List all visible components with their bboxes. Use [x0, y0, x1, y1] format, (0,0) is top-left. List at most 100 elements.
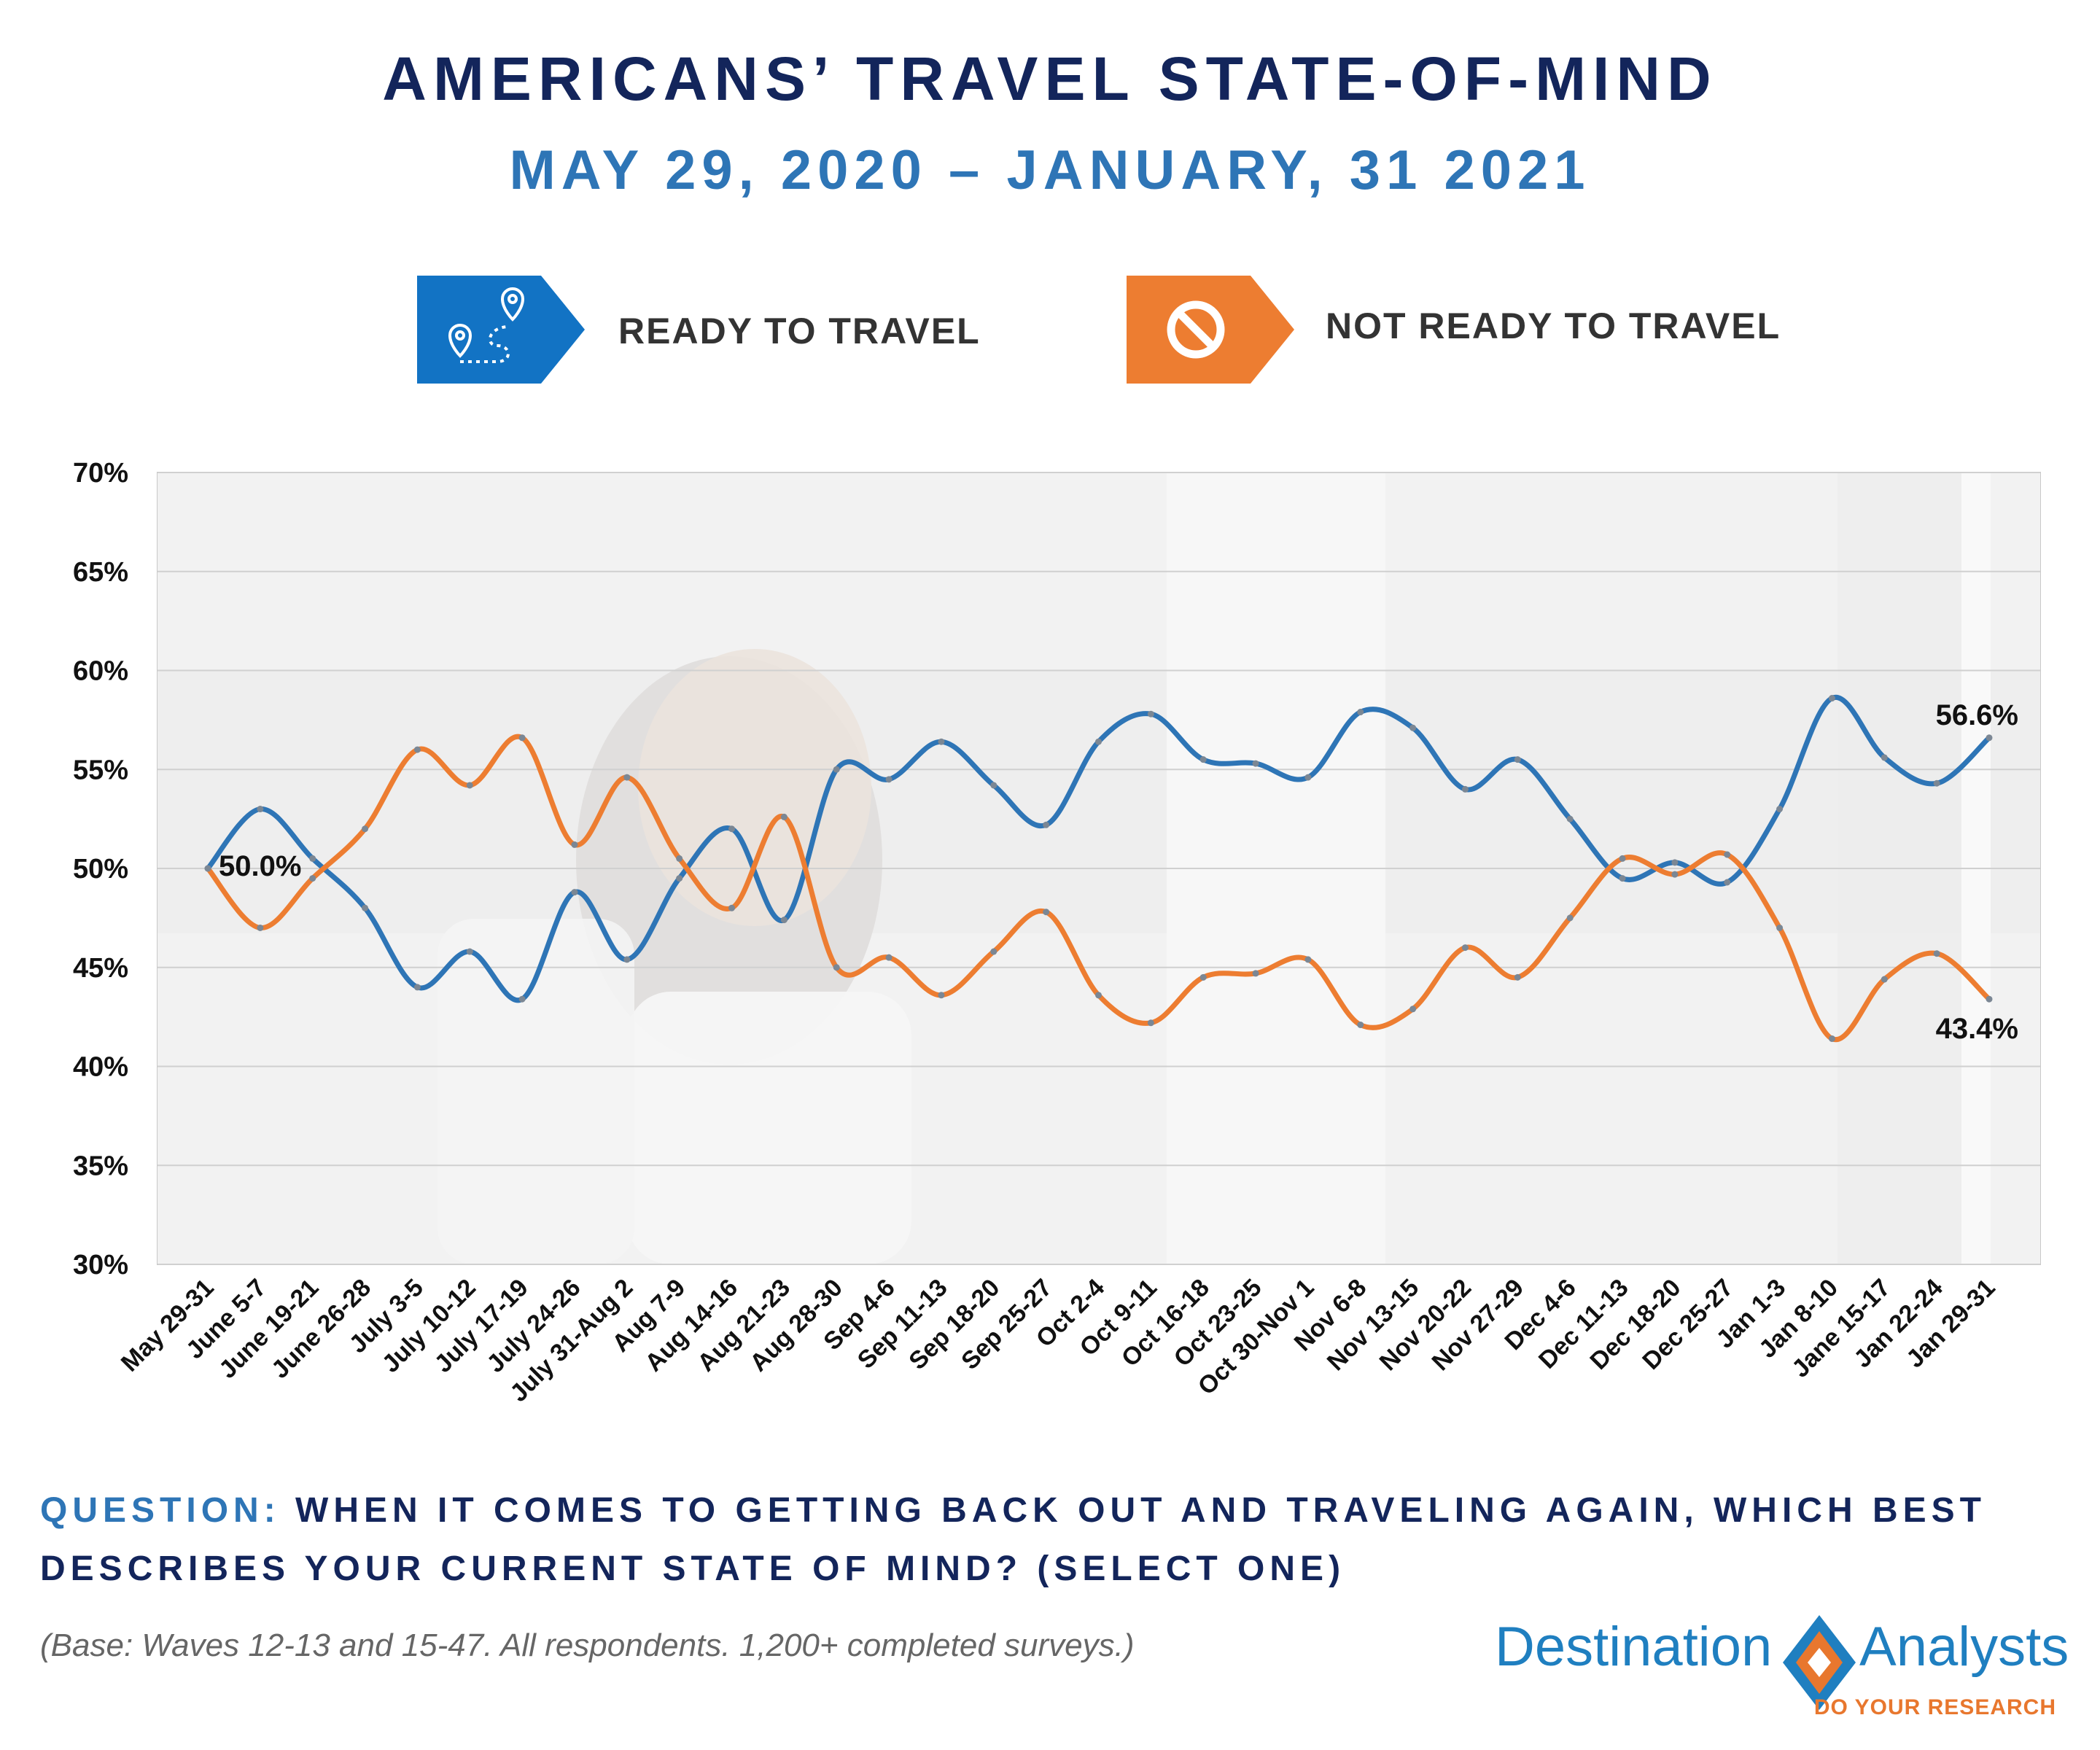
- survey-question: QUESTION: WHEN IT COMES TO GETTING BACK …: [40, 1482, 2067, 1598]
- not-ready-point: [1724, 851, 1731, 858]
- logo-word-left: Destination: [1495, 1616, 1773, 1678]
- not-ready-point: [938, 992, 945, 999]
- question-text: WHEN IT COMES TO GETTING BACK OUT AND TR…: [40, 1491, 1986, 1588]
- not-ready-point: [1357, 1021, 1364, 1028]
- ready-point: [728, 825, 736, 833]
- not-ready-point: [1043, 909, 1050, 916]
- not-ready-point: [1514, 973, 1521, 981]
- not-ready-point: [1619, 855, 1626, 862]
- ready-point: [1986, 734, 1993, 742]
- ready-point: [413, 984, 421, 991]
- ready-point: [309, 855, 316, 862]
- not-ready-point: [571, 841, 578, 848]
- series-lines: [206, 694, 1991, 1043]
- not-ready-point: [518, 734, 526, 742]
- map-route-icon: [448, 287, 525, 363]
- not-ready-point: [1304, 956, 1312, 963]
- legend-ready-label: READY TO TRAVEL: [618, 311, 981, 351]
- ready-point: [466, 948, 473, 955]
- prohibited-icon: [1167, 300, 1225, 359]
- ready-point: [1724, 879, 1731, 886]
- ready-point: [938, 738, 945, 745]
- question-prefix: QUESTION:: [40, 1491, 281, 1530]
- y-tick-label: 70%: [73, 458, 128, 489]
- data-label: 56.6%: [1936, 699, 2018, 731]
- chart-title: AMERICANS’ TRAVEL STATE-OF-MIND: [382, 44, 1718, 113]
- ready-point: [1043, 821, 1050, 828]
- y-tick-label: 65%: [73, 557, 128, 588]
- logo-word-right: Analysts: [1859, 1616, 2069, 1678]
- not-ready-point: [885, 954, 892, 961]
- ready-point: [676, 875, 683, 882]
- not-ready-point: [623, 774, 631, 781]
- y-tick-label: 60%: [73, 656, 128, 687]
- ready-point: [1461, 785, 1469, 793]
- not-ready-point: [833, 964, 840, 971]
- ready-point: [1881, 754, 1888, 761]
- logo-tagline: DO YOUR RESEARCH: [1813, 1695, 2056, 1719]
- y-axis-ticks: 30% 35% 40% 45% 50% 55% 60% 65% 70%: [73, 458, 128, 1280]
- y-tick-label: 40%: [73, 1052, 128, 1083]
- not-ready-point: [1566, 914, 1574, 922]
- ready-point: [833, 766, 840, 773]
- not-ready-point: [204, 865, 211, 872]
- ready-point: [780, 917, 788, 924]
- ready-point: [1619, 875, 1626, 882]
- not-ready-point: [309, 875, 316, 882]
- legend-ready-tag: [417, 276, 585, 384]
- series-line-not-ready: [206, 734, 1991, 1043]
- ready-point: [518, 995, 526, 1003]
- y-tick-label: 35%: [73, 1151, 128, 1181]
- y-tick-label: 55%: [73, 755, 128, 785]
- y-tick-label: 30%: [73, 1250, 128, 1280]
- ready-point: [1776, 806, 1784, 813]
- ready-point: [1304, 774, 1312, 781]
- not-ready-point: [362, 825, 369, 833]
- not-ready-point: [1881, 976, 1888, 983]
- not-ready-point: [1409, 1006, 1417, 1013]
- ready-point: [1514, 756, 1521, 763]
- not-ready-point: [257, 924, 264, 931]
- legend-not-ready-tag: [1127, 276, 1294, 384]
- legend-not-ready-label: NOT READY TO TRAVEL: [1326, 306, 1781, 346]
- not-ready-point: [1933, 950, 1940, 957]
- ready-point: [571, 889, 578, 896]
- not-ready-point: [990, 948, 998, 955]
- ready-point: [1828, 695, 1835, 702]
- ready-point: [623, 956, 631, 963]
- chart-subtitle: MAY 29, 2020 – JANUARY, 31 2021: [509, 139, 1591, 201]
- diamond-logo-icon: [1783, 1615, 1856, 1710]
- gridlines: [158, 472, 2040, 1265]
- not-ready-point: [1986, 995, 1993, 1003]
- series-points: [204, 695, 1993, 1042]
- destination-analysts-logo: Destination Analysts DO YOUR RESEARCH: [1495, 1615, 2071, 1724]
- data-label: 43.4%: [1936, 1013, 2018, 1045]
- ready-point: [1566, 815, 1574, 822]
- ready-point: [1252, 760, 1259, 767]
- ready-point: [1671, 859, 1679, 866]
- y-tick-label: 50%: [73, 854, 128, 884]
- not-ready-point: [1095, 992, 1102, 999]
- not-ready-point: [1252, 970, 1259, 977]
- base-note: (Base: Waves 12-13 and 15-47. All respon…: [40, 1628, 1135, 1663]
- data-labels: 50.0% 56.6% 43.4%: [219, 699, 2018, 1045]
- not-ready-point: [1147, 1019, 1154, 1027]
- ready-point: [1199, 756, 1207, 763]
- ready-point: [885, 776, 892, 783]
- not-ready-point: [728, 904, 736, 911]
- not-ready-point: [1828, 1035, 1835, 1042]
- not-ready-point: [780, 813, 788, 820]
- not-ready-point: [676, 855, 683, 862]
- not-ready-point: [1199, 973, 1207, 981]
- not-ready-point: [1461, 944, 1469, 952]
- ready-point: [1147, 710, 1154, 718]
- y-tick-label: 45%: [73, 953, 128, 984]
- not-ready-point: [1671, 871, 1679, 878]
- ready-point: [1095, 738, 1102, 745]
- not-ready-point: [413, 746, 421, 753]
- not-ready-point: [1776, 924, 1784, 931]
- data-label: 50.0%: [219, 850, 301, 882]
- line-chart: 30% 35% 40% 45% 50% 55% 60% 65% 70% May 29-31Jun…: [73, 458, 2041, 1407]
- ready-point: [990, 782, 998, 789]
